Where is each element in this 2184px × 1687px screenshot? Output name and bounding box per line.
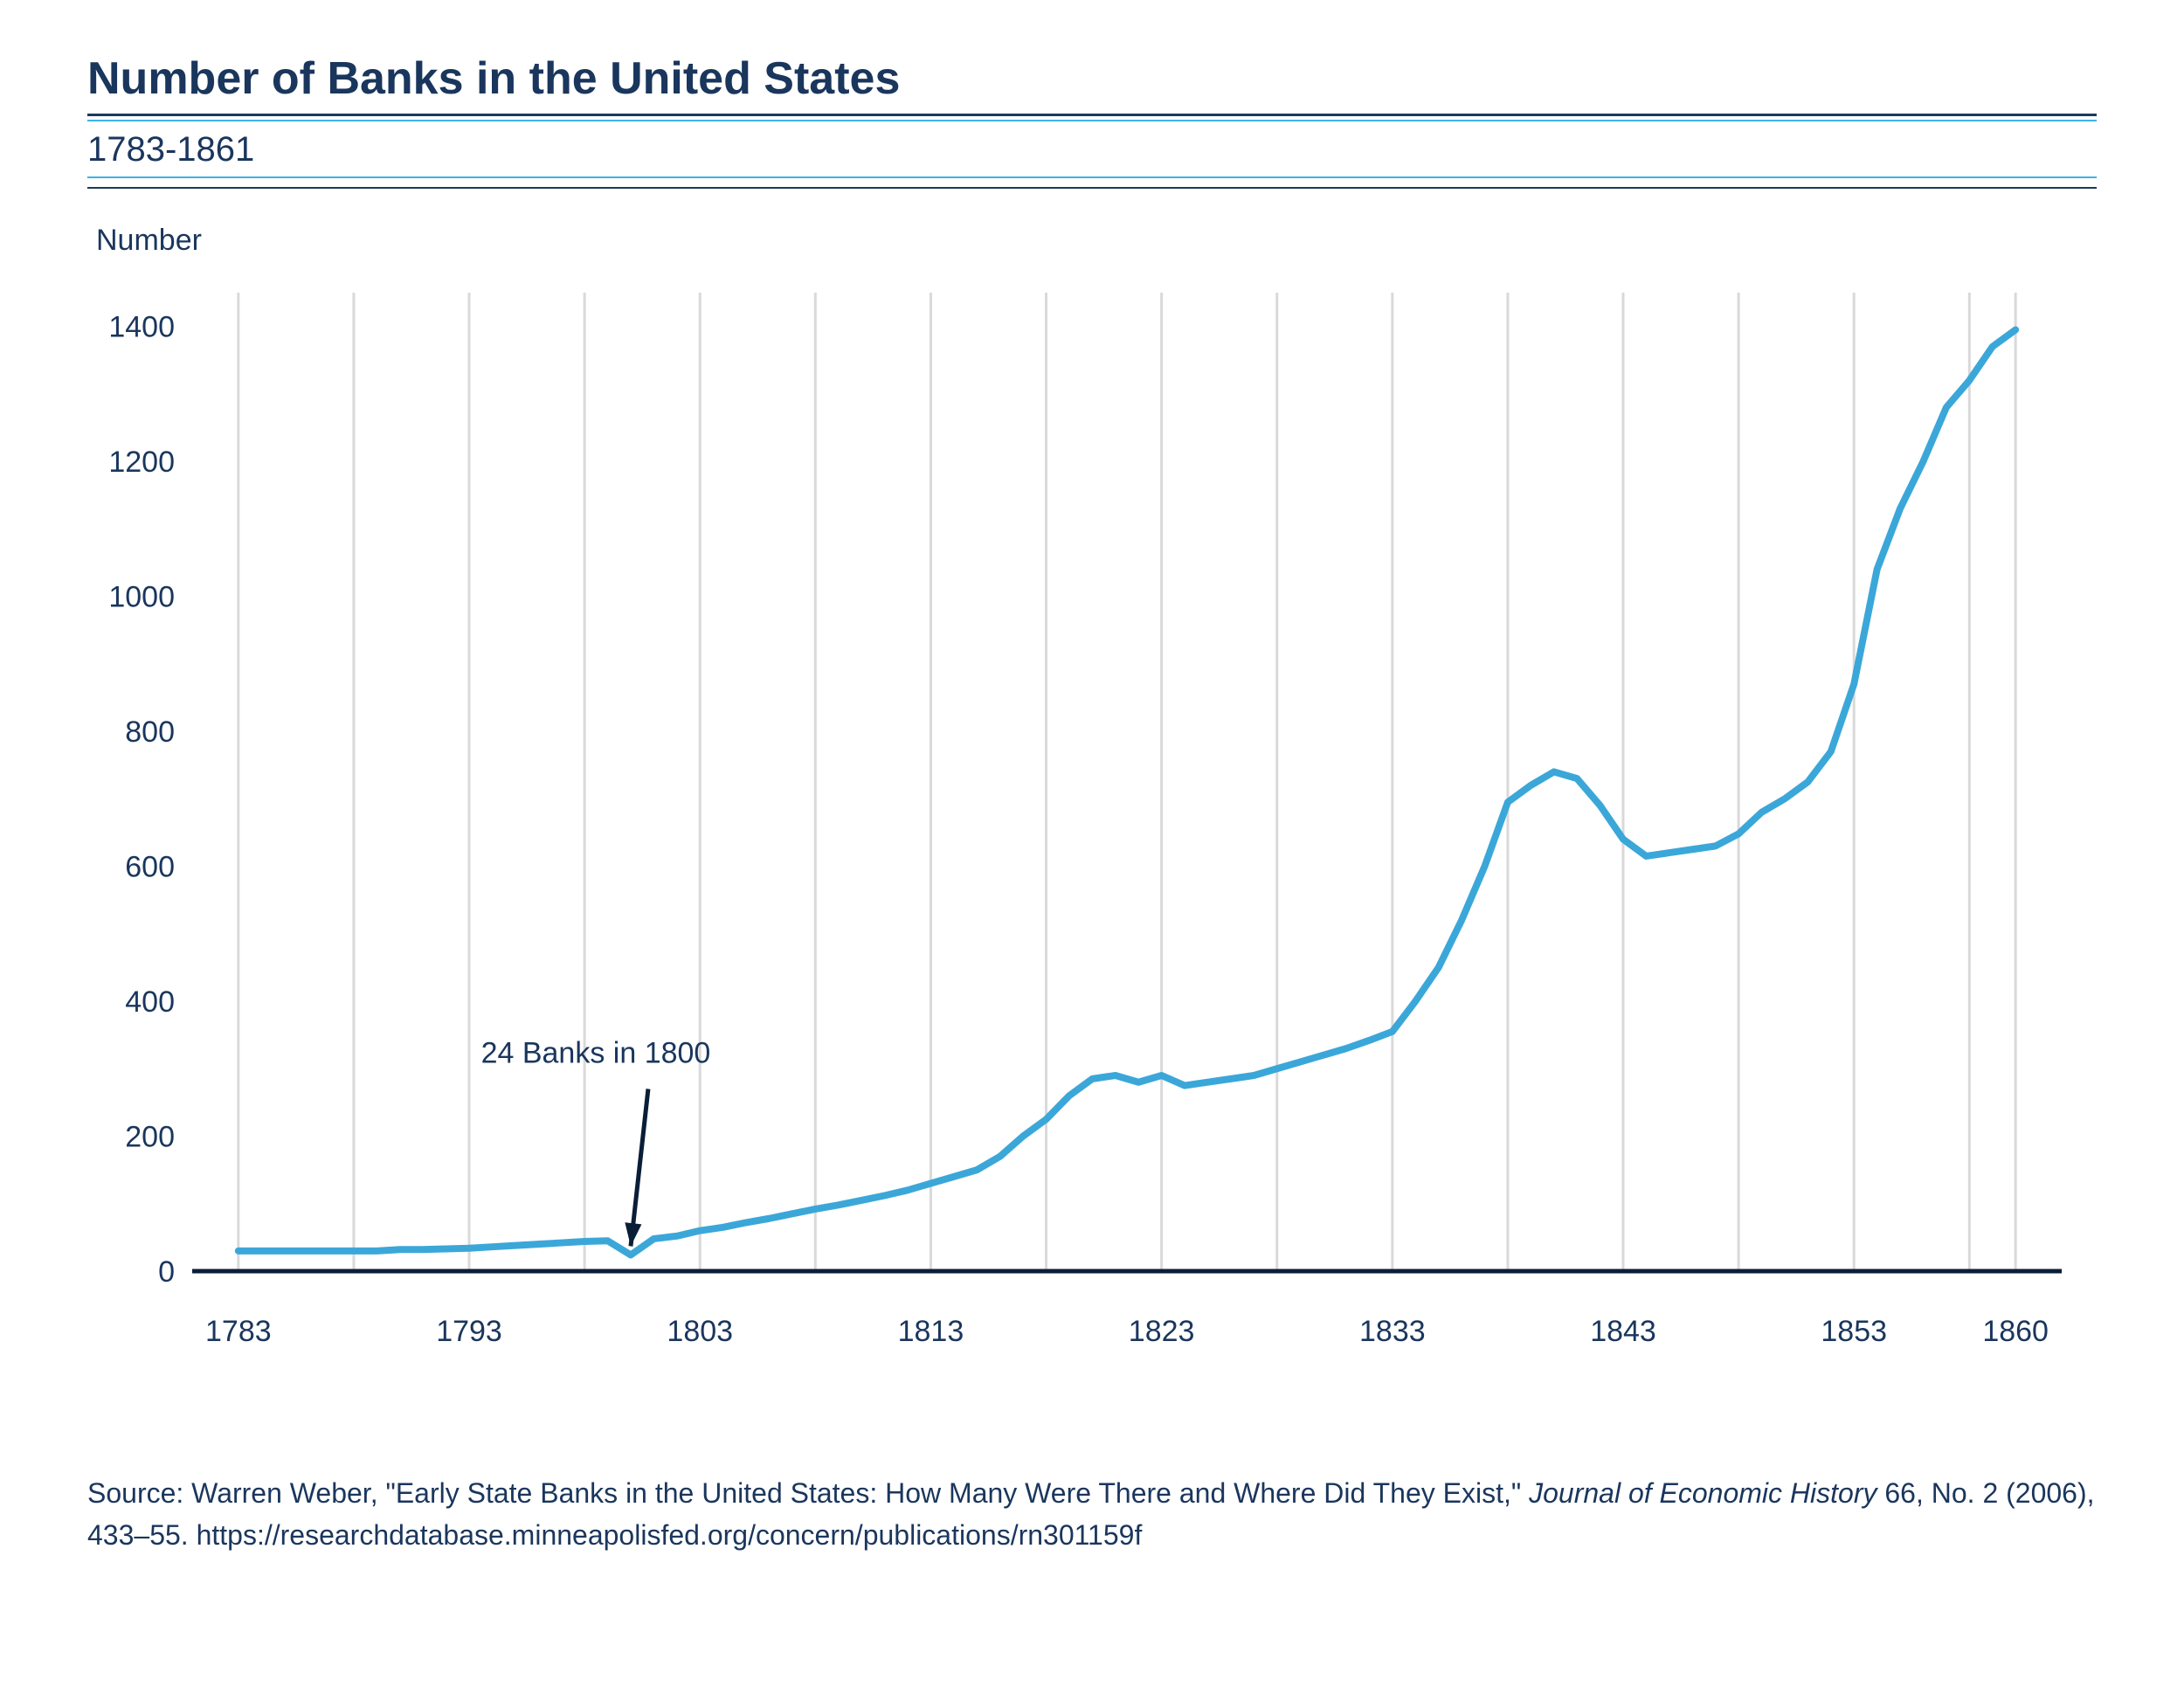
y-tick-label: 800 <box>125 716 175 749</box>
chart-title: Number of Banks in the United States <box>87 52 2097 105</box>
y-tick-label: 200 <box>125 1121 175 1154</box>
chart-area: 0 200 400 600 800 1000 1200 1400 1783 1793 1803 181… <box>87 266 2097 1402</box>
data-line <box>238 329 2015 1255</box>
x-tick-label: 1860 <box>1982 1315 2049 1348</box>
x-tick-label: 1833 <box>1359 1315 1426 1348</box>
chart-page: Number of Banks in the United States 178… <box>0 0 2184 1687</box>
title-rule-dark <box>87 114 2097 116</box>
x-tick-label: 1803 <box>667 1315 733 1348</box>
y-axis-title: Number <box>96 224 2097 258</box>
annotation-arrow <box>631 1089 648 1246</box>
chart-subtitle: 1783-1861 <box>87 130 2097 169</box>
y-tick-label: 1400 <box>108 311 175 344</box>
y-tick-label: 1200 <box>108 446 175 479</box>
source-citation: Source: Warren Weber, "Early State Banks… <box>87 1472 2097 1556</box>
x-tick-label: 1813 <box>898 1315 964 1348</box>
title-rule-light <box>87 120 2097 121</box>
y-tick-label: 600 <box>125 851 175 884</box>
source-italic: Journal of Economic History <box>1529 1477 1876 1509</box>
subtitle-rule-light <box>87 176 2097 178</box>
x-tick-label: 1783 <box>205 1315 272 1348</box>
x-tick-label: 1843 <box>1590 1315 1656 1348</box>
x-tick-label: 1853 <box>1821 1315 1887 1348</box>
annotation-label: 24 Banks in 1800 <box>481 1036 711 1069</box>
y-tick-label: 400 <box>125 985 175 1019</box>
x-tick-label: 1823 <box>1129 1315 1195 1348</box>
line-chart: 0 200 400 600 800 1000 1200 1400 1783 1793 1803 181… <box>87 266 2097 1402</box>
x-tick-label: 1793 <box>436 1315 502 1348</box>
y-tick-label: 0 <box>158 1255 175 1289</box>
subtitle-rule-dark <box>87 187 2097 189</box>
y-tick-label: 1000 <box>108 581 175 614</box>
source-prefix: Source: Warren Weber, "Early State Banks… <box>87 1477 1529 1509</box>
